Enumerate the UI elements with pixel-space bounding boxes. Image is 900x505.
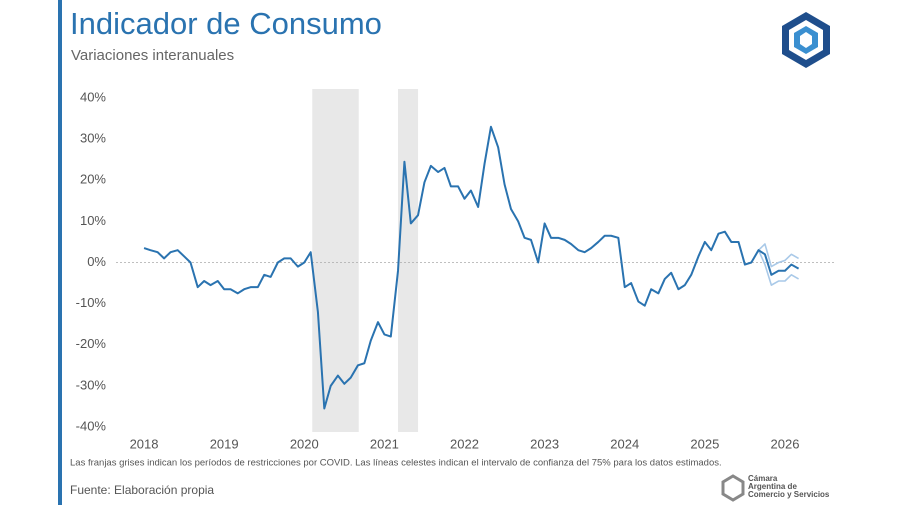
y-tick-label: -30% (76, 377, 107, 392)
x-tick-label: 2024 (610, 436, 639, 451)
footnote: Las franjas grises indican los períodos … (70, 458, 722, 469)
y-tick-label: -40% (76, 418, 107, 433)
chart-title: Indicador de Consumo (70, 6, 382, 41)
y-tick-label: 20% (80, 172, 106, 187)
accent-bar (58, 0, 62, 505)
x-tick-label: 2019 (210, 436, 239, 451)
x-tick-label: 2023 (530, 436, 559, 451)
logo (782, 12, 830, 68)
covid-band (312, 89, 359, 432)
x-tick-label: 2020 (290, 436, 319, 451)
y-tick-label: -10% (76, 295, 107, 310)
x-tick-label: 2026 (771, 436, 800, 451)
source: Fuente: Elaboración propia (70, 483, 214, 497)
y-tick-label: 10% (80, 213, 106, 228)
logo-text: Argentina de (748, 482, 797, 491)
logo-text: Cámara (748, 474, 778, 483)
covid-band (398, 89, 419, 432)
series-line (143, 125, 800, 410)
x-tick-label: 2022 (450, 436, 479, 451)
y-tick-label: -20% (76, 336, 107, 351)
series-line (757, 249, 799, 286)
chart-subtitle: Variaciones interanuales (71, 47, 234, 64)
y-tick-label: 0% (87, 254, 106, 269)
logo-text: Comercio y Servicios (748, 490, 830, 499)
y-tick-label: 40% (80, 89, 106, 104)
x-tick-label: 2018 (130, 436, 159, 451)
x-tick-label: 2025 (690, 436, 719, 451)
series-line (757, 243, 799, 268)
y-tick-label: 30% (80, 131, 106, 146)
footer-logo: Cámara Argentina de Comercio y Servicios (721, 474, 830, 502)
x-tick-label: 2021 (370, 436, 399, 451)
